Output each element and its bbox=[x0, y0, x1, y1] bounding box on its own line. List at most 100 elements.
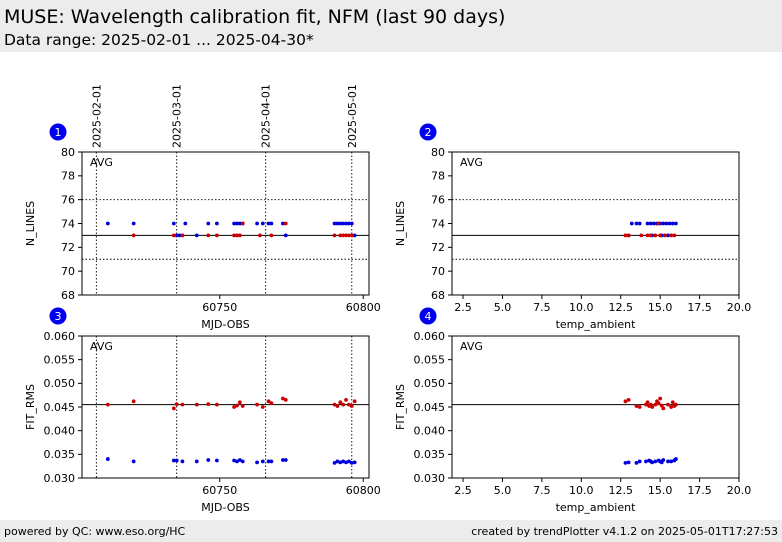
data-point bbox=[183, 221, 188, 226]
series-b bbox=[131, 221, 354, 238]
y-tick-label: 76 bbox=[431, 193, 445, 206]
y-tick-label: 70 bbox=[431, 265, 445, 278]
data-point bbox=[672, 233, 677, 238]
data-point bbox=[634, 221, 639, 226]
data-point bbox=[174, 458, 179, 463]
data-point bbox=[338, 233, 343, 238]
data-point bbox=[639, 233, 644, 238]
x-tick-label: 10.0 bbox=[569, 484, 594, 497]
data-point bbox=[266, 459, 271, 464]
x-tick-label: 20.0 bbox=[727, 484, 752, 497]
data-point bbox=[647, 404, 652, 408]
data-point bbox=[206, 402, 211, 407]
y-tick-label: 0.050 bbox=[414, 377, 446, 390]
data-point bbox=[344, 221, 348, 226]
data-point bbox=[341, 402, 346, 407]
plot-background bbox=[452, 152, 739, 295]
data-point bbox=[653, 459, 658, 464]
data-point bbox=[645, 221, 650, 226]
x-axis-label: MJD-OBS bbox=[201, 501, 249, 514]
data-point bbox=[664, 221, 669, 226]
data-point bbox=[171, 233, 176, 238]
data-point bbox=[214, 233, 219, 238]
data-point bbox=[235, 233, 239, 238]
data-point bbox=[194, 402, 199, 407]
series-a bbox=[623, 457, 678, 465]
data-point bbox=[237, 400, 242, 405]
y-tick-label: 0.055 bbox=[414, 353, 446, 366]
data-point bbox=[349, 221, 354, 226]
y-tick-label: 78 bbox=[431, 170, 445, 183]
data-point bbox=[335, 221, 340, 226]
y-tick-label: 68 bbox=[431, 289, 445, 302]
series-a bbox=[105, 457, 357, 465]
data-point bbox=[347, 233, 351, 238]
series-b bbox=[623, 221, 677, 238]
data-point bbox=[656, 401, 661, 406]
date-marker-label: 2025-05-01 bbox=[346, 84, 359, 148]
data-point bbox=[214, 402, 219, 407]
data-point bbox=[180, 233, 185, 238]
data-point bbox=[269, 459, 274, 464]
data-point bbox=[281, 458, 285, 462]
data-point bbox=[232, 405, 237, 409]
y-tick-label: 0.055 bbox=[44, 353, 76, 366]
y-tick-label: 70 bbox=[61, 265, 75, 278]
data-point bbox=[283, 233, 288, 238]
data-point bbox=[237, 233, 242, 238]
data-point bbox=[332, 460, 337, 465]
data-point bbox=[283, 398, 288, 402]
y-tick-label: 72 bbox=[431, 241, 445, 254]
data-point bbox=[266, 399, 271, 404]
plot-background bbox=[82, 336, 369, 478]
data-point bbox=[338, 400, 343, 405]
data-point bbox=[269, 221, 274, 226]
page-subtitle: Data range: 2025-02-01 ... 2025-04-30* bbox=[4, 31, 314, 49]
avg-label: AVG bbox=[90, 156, 113, 169]
x-tick-label: 10.0 bbox=[569, 301, 594, 314]
data-point bbox=[131, 233, 136, 238]
data-point bbox=[174, 402, 179, 407]
data-point bbox=[626, 460, 631, 465]
data-point bbox=[255, 402, 259, 407]
data-point bbox=[344, 398, 348, 402]
data-point bbox=[255, 221, 259, 226]
date-marker-label: 2025-03-01 bbox=[171, 84, 184, 148]
y-axis-label: FIT_RMS bbox=[394, 384, 407, 430]
x-tick-label: 60800 bbox=[346, 301, 381, 314]
x-tick-label: 7.5 bbox=[533, 484, 551, 497]
series-b bbox=[623, 396, 678, 411]
x-axis-label: temp_ambient bbox=[556, 318, 637, 331]
series-a bbox=[105, 221, 357, 238]
data-point bbox=[623, 233, 628, 238]
data-point bbox=[666, 402, 670, 407]
data-point bbox=[634, 460, 639, 465]
data-point bbox=[659, 460, 664, 465]
data-point bbox=[174, 233, 179, 238]
data-point bbox=[335, 404, 340, 408]
header-bar: MUSE: Wavelength calibration fit, NFM (l… bbox=[0, 0, 782, 52]
y-tick-label: 0.035 bbox=[44, 448, 76, 461]
data-point bbox=[670, 221, 675, 226]
panel-number-badge bbox=[49, 123, 67, 141]
x-tick-label: 17.5 bbox=[687, 484, 712, 497]
data-point bbox=[269, 401, 274, 406]
data-point bbox=[177, 233, 182, 238]
data-point bbox=[105, 457, 110, 461]
data-point bbox=[352, 399, 357, 404]
x-tick-label: 2.5 bbox=[454, 484, 472, 497]
data-point bbox=[260, 459, 265, 464]
avg-label: AVG bbox=[90, 340, 113, 353]
data-point bbox=[349, 460, 354, 465]
data-point bbox=[258, 233, 262, 238]
page-title: MUSE: Wavelength calibration fit, NFM (l… bbox=[4, 6, 506, 28]
data-point bbox=[240, 404, 245, 408]
data-point bbox=[669, 405, 674, 409]
y-tick-label: 0.040 bbox=[414, 424, 446, 437]
x-tick-label: 60800 bbox=[346, 484, 381, 497]
series-b bbox=[105, 396, 357, 411]
y-tick-label: 0.060 bbox=[414, 330, 446, 343]
data-point bbox=[344, 233, 348, 238]
x-tick-label: 17.5 bbox=[687, 301, 712, 314]
y-tick-label: 0.030 bbox=[44, 472, 76, 485]
